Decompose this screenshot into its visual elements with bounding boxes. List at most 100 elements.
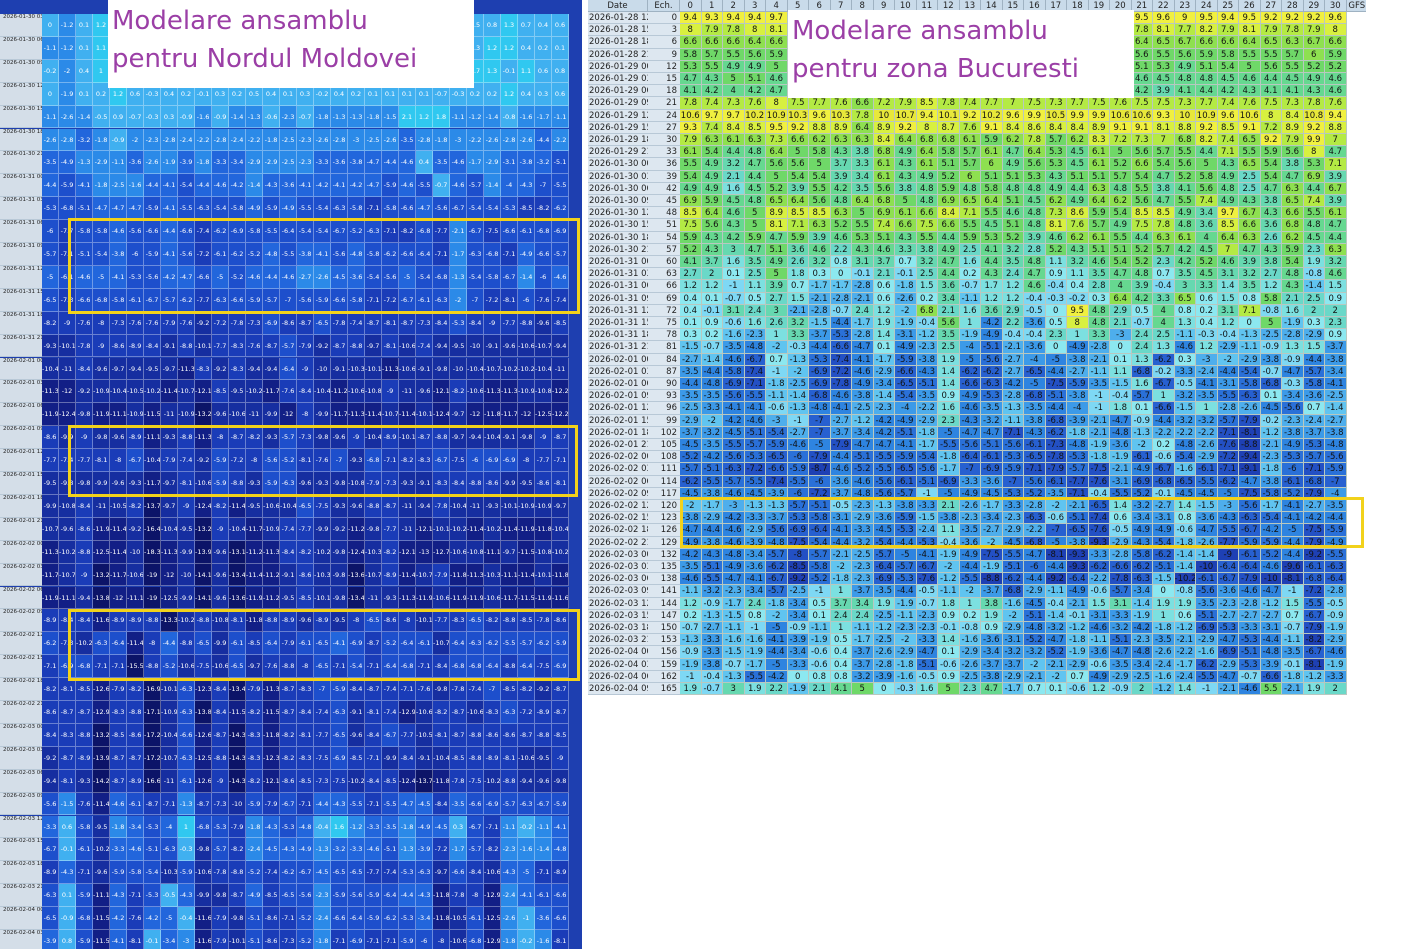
heatmap-cell: -5.2	[1131, 487, 1153, 500]
heatmap-cell: -8.4	[42, 723, 59, 747]
heatmap-cell: -10.4	[161, 723, 178, 747]
heatmap-cell: -2.6	[873, 646, 895, 659]
heatmap-cell: -3.2	[1174, 414, 1196, 427]
heatmap-cell: 1.2	[416, 105, 433, 129]
row-ech: 144	[648, 597, 680, 610]
heatmap-cell: -8.4	[76, 609, 93, 633]
heatmap-cell: 7.1	[1325, 158, 1347, 171]
heatmap-cell: -3.1	[1217, 378, 1239, 391]
heatmap-cell: -10.6	[450, 930, 467, 949]
heatmap-cell: -8.9	[382, 426, 399, 450]
heatmap-cell: 4.6	[766, 73, 788, 86]
heatmap-cell: -1.8	[501, 930, 518, 949]
heatmap-cell: -5.9	[212, 472, 229, 495]
heatmap-cell: 4.3	[1260, 243, 1282, 256]
heatmap-cell: -8.3	[246, 746, 263, 770]
heatmap-cell: -1.3	[744, 500, 766, 513]
heatmap-cell: 3.9	[787, 182, 809, 195]
heatmap-cell: -5.9	[331, 884, 348, 908]
heatmap-cell: -1.8	[895, 658, 917, 671]
heatmap-cell: -1.8	[93, 174, 110, 198]
heatmap-cell: 0.4	[1196, 317, 1218, 330]
heatmap-cell: 5.5	[916, 231, 938, 244]
heatmap-cell: -9	[297, 357, 314, 381]
heatmap-cell: -3	[1196, 353, 1218, 366]
heatmap-cell: 1.6	[916, 683, 938, 696]
heatmap-cell: -1.9	[1067, 646, 1089, 659]
heatmap-cell: 6.5	[1239, 158, 1261, 171]
heatmap-cell: 6.2	[809, 134, 831, 147]
row-label: 2026-02-04 03Z 165	[0, 930, 42, 949]
heatmap-cell: -0.3	[1045, 292, 1067, 305]
heatmap-cell: -6.6	[178, 723, 195, 747]
heatmap-cell: -9.6	[93, 357, 110, 381]
heatmap-cell: -12	[59, 380, 76, 404]
heatmap-cell: 6.2	[1282, 231, 1304, 244]
heatmap-cell: -2	[1217, 353, 1239, 366]
heatmap-cell: 6.3	[830, 134, 852, 147]
heatmap-cell: -0.5	[1325, 597, 1347, 610]
heatmap-cell: -6.9	[938, 475, 960, 488]
heatmap-cell: 5.7	[1282, 48, 1304, 61]
heatmap-cell: -4.7	[959, 426, 981, 439]
heatmap-cell: -6.9	[873, 573, 895, 586]
heatmap-cell: -5.9	[110, 861, 127, 885]
heatmap-cell: 4.8	[744, 146, 766, 159]
heatmap-cell: -3.3	[916, 500, 938, 513]
heatmap-cell: 6.3	[830, 207, 852, 220]
heatmap-cell: -1.1	[450, 105, 467, 129]
heatmap-cell: 4.1	[680, 85, 702, 98]
heatmap-cell: -11.5	[144, 403, 161, 427]
heatmap-cell: 6.3	[701, 134, 723, 147]
heatmap-cell: -6.7	[1153, 378, 1175, 391]
heatmap-cell: -4.3	[110, 884, 127, 908]
heatmap-cell: 10.1	[938, 109, 960, 122]
row-label: 2026-01-30 21Z 63	[0, 151, 42, 175]
heatmap-cell: -8.1	[382, 334, 399, 358]
heatmap-cell: -5.3	[1067, 451, 1089, 464]
heatmap-cell: 5.8	[981, 182, 1003, 195]
heatmap-cell: 5.7	[701, 48, 723, 61]
heatmap-cell: -6.9	[552, 655, 569, 679]
heatmap-cell: -10.6	[467, 701, 484, 724]
row-label: 2026-02-02 09Z 123	[0, 609, 42, 633]
nordul-moldovei-heatmap-panel: 2026-01-30 03Z 450-1.20.11.20.40.2-0.80.…	[0, 0, 582, 949]
heatmap-cell: -6.4	[1067, 573, 1089, 586]
heatmap-cell: 5.9	[1282, 243, 1304, 256]
heatmap-cell: 0.4	[680, 292, 702, 305]
heatmap-cell: -8.7	[127, 746, 144, 770]
heatmap-cell: 1.3	[501, 14, 518, 37]
heatmap-cell: -5.6	[297, 884, 314, 908]
heatmap-cell: -8.2	[280, 723, 297, 747]
heatmap-cell: -4.6	[852, 365, 874, 378]
heatmap-cell: -9.7	[450, 403, 467, 427]
heatmap-cell: -4.6	[110, 792, 127, 816]
heatmap-cell: -1.4	[1174, 561, 1196, 574]
heatmap-cell: -0.4	[1045, 280, 1067, 293]
heatmap-cell: 0.1	[1045, 683, 1067, 696]
heatmap-cell: -1.8	[1088, 451, 1110, 464]
heatmap-cell: -7.1	[365, 655, 382, 679]
heatmap-cell: -9.2	[195, 311, 212, 335]
heatmap-cell: 5.1	[1002, 219, 1024, 232]
heatmap-cell: 3.2	[723, 158, 745, 171]
heatmap-cell: -1.1	[938, 585, 960, 598]
heatmap-cell: -1.8	[314, 930, 331, 949]
heatmap-cell: 9.2	[1260, 134, 1282, 147]
heatmap-cell: -5.7	[518, 632, 535, 656]
heatmap-cell: -2	[938, 561, 960, 574]
heatmap-cell: -7.9	[830, 439, 852, 452]
heatmap-cell: -8.2	[535, 197, 552, 221]
row-label: 2026-01-30 09Z 51	[0, 59, 42, 83]
heatmap-cell: -2.3	[1131, 634, 1153, 647]
heatmap-cell: -2.8	[809, 304, 831, 317]
heatmap-cell: 3.5	[852, 182, 874, 195]
heatmap-cell: 7.3	[1131, 134, 1153, 147]
heatmap-cell: 0.5	[1045, 317, 1067, 330]
heatmap-cell: -6.9	[1196, 622, 1218, 635]
heatmap-cell: -5	[1282, 524, 1304, 537]
heatmap-cell: -11	[399, 380, 416, 404]
heatmap-cell: 2.5	[1239, 182, 1261, 195]
heatmap-cell: 8.7	[938, 121, 960, 134]
heatmap-cell: 5	[852, 683, 874, 696]
